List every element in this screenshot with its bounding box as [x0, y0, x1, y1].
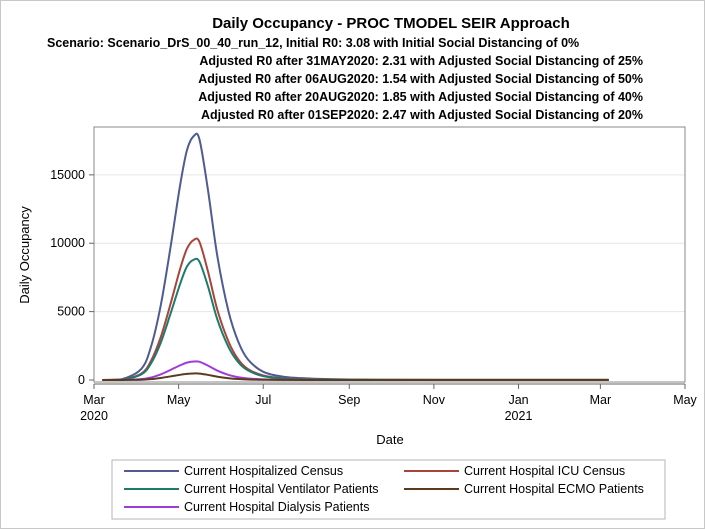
x-tick-label: Mar: [590, 393, 612, 407]
legend: Current Hospitalized Census Current Hospi…: [124, 464, 644, 514]
series-line-1: [102, 237, 609, 381]
series-line-4: [102, 360, 609, 382]
x-tick-sublabel: 2020: [80, 409, 108, 423]
y-tick-label: 10000: [50, 236, 85, 250]
chart-title: Daily Occupancy - PROC TMODEL SEIR Appro…: [212, 15, 570, 32]
x-tick-label: Sep: [338, 393, 360, 407]
chart-subtitle-1: Scenario: Scenario_DrS_00_40_run_12, Ini…: [47, 36, 579, 50]
legend-label: Current Hospital Dialysis Patients: [184, 500, 370, 514]
x-tick-sublabel: 2021: [505, 409, 533, 423]
series-line-3: [102, 372, 609, 382]
x-axis: Mar 2020 May Jul Sep Nov Jan 2021 Mar May: [80, 383, 698, 423]
legend-box: [111, 459, 666, 520]
plot-area-border: [93, 126, 686, 383]
x-tick-label: Mar: [83, 393, 105, 407]
x-tick-label: Jan: [508, 393, 528, 407]
chart-subtitle-5: Adjusted R0 after 01SEP2020: 2.47 with A…: [201, 108, 643, 122]
y-tick-label: 15000: [50, 168, 85, 182]
y-axis: 0 5000 10000 15000: [50, 168, 94, 387]
x-tick-label: May: [167, 393, 191, 407]
gridlines: [94, 174, 685, 313]
legend-label: Current Hospital Ventilator Patients: [184, 482, 379, 496]
y-tick-label: 0: [78, 373, 85, 387]
legend-label: Current Hospitalized Census: [184, 464, 343, 478]
x-tick-label: Nov: [423, 393, 446, 407]
y-axis-label: Daily Occupancy: [17, 206, 32, 304]
y-tick-label: 5000: [57, 305, 85, 319]
series-line-0: [102, 132, 609, 381]
legend-label: Current Hospital ICU Census: [464, 464, 625, 478]
x-axis-label: Date: [376, 432, 403, 447]
x-tick-label: May: [673, 393, 697, 407]
chart-subtitle-2: Adjusted R0 after 31MAY2020: 2.31 with A…: [199, 54, 643, 68]
x-tick-label: Jul: [255, 393, 271, 407]
chart-subtitle-3: Adjusted R0 after 06AUG2020: 1.54 with A…: [198, 72, 643, 86]
legend-label: Current Hospital ECMO Patients: [464, 482, 644, 496]
series-lines: [102, 132, 609, 382]
chart-subtitle-4: Adjusted R0 after 20AUG2020: 1.85 with A…: [198, 90, 643, 104]
